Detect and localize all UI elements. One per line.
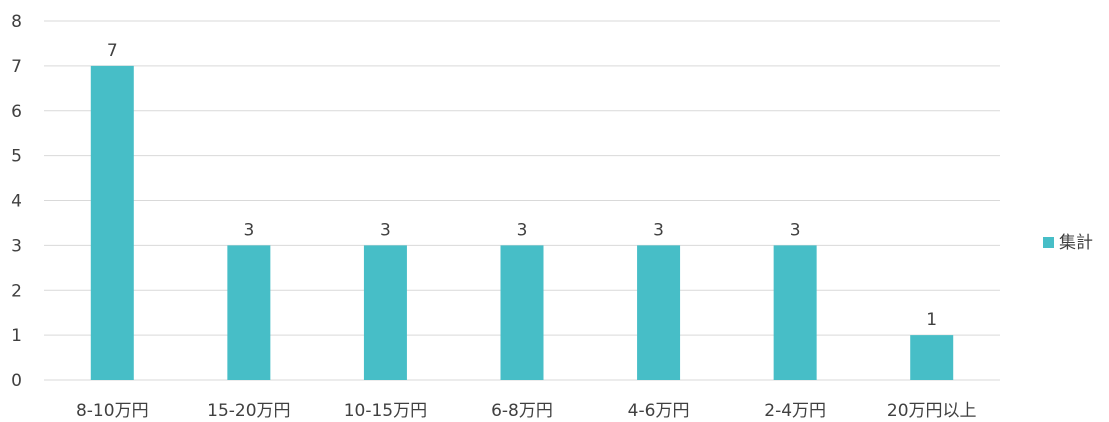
bar — [363, 245, 407, 380]
x-category-label: 6-8万円 — [491, 401, 553, 421]
bars — [90, 65, 954, 380]
y-tick-label: 3 — [11, 236, 22, 256]
y-tick-label: 7 — [11, 57, 22, 77]
x-category-label: 2-4万円 — [764, 401, 826, 421]
y-tick-label: 5 — [11, 147, 22, 167]
y-tick-label: 4 — [11, 192, 22, 212]
legend: 集計 — [1043, 233, 1093, 253]
bar — [500, 245, 544, 380]
y-tick-label: 6 — [11, 102, 22, 122]
gridlines — [44, 20, 1000, 381]
bar — [90, 65, 134, 380]
y-tick-label: 2 — [11, 281, 22, 301]
x-category-label: 15-20万円 — [207, 401, 290, 421]
x-category-label: 10-15万円 — [344, 401, 427, 421]
data-label: 3 — [243, 220, 254, 240]
x-category-label: 4-6万円 — [628, 401, 690, 421]
y-tick-label: 8 — [11, 12, 22, 32]
data-label: 3 — [790, 220, 801, 240]
data-label: 3 — [653, 220, 664, 240]
bar — [773, 245, 817, 380]
bar — [637, 245, 681, 380]
bar — [227, 245, 271, 380]
data-label: 7 — [107, 41, 118, 61]
data-label: 3 — [380, 220, 391, 240]
legend-swatch — [1043, 237, 1054, 248]
data-labels: 7 3 3 3 3 3 1 — [107, 41, 937, 330]
x-category-label: 8-10万円 — [76, 401, 149, 421]
data-label: 3 — [517, 220, 528, 240]
y-axis-ticks: 0 1 2 3 4 5 6 7 8 — [11, 12, 22, 391]
y-tick-label: 0 — [11, 371, 22, 391]
x-axis-categories: 8-10万円 15-20万円 10-15万円 6-8万円 4-6万円 2-4万円 20万円以… — [76, 401, 977, 421]
legend-label: 集計 — [1059, 233, 1093, 253]
y-tick-label: 1 — [11, 326, 22, 346]
x-category-label: 20万円以上 — [887, 401, 977, 421]
data-label: 1 — [926, 310, 937, 330]
bar — [910, 335, 954, 380]
